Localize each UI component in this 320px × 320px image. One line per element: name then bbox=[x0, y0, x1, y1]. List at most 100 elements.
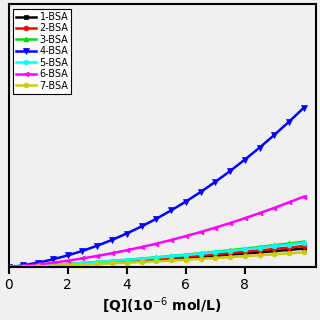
Line: 1-BSA: 1-BSA bbox=[6, 246, 307, 270]
2-BSA bbox=[213, 252, 217, 256]
2-BSA bbox=[199, 253, 203, 257]
7-BSA bbox=[51, 264, 55, 268]
6-BSA bbox=[184, 234, 188, 238]
3-BSA bbox=[228, 248, 232, 252]
Line: 5-BSA: 5-BSA bbox=[6, 240, 307, 270]
3-BSA bbox=[169, 254, 173, 258]
5-BSA bbox=[7, 265, 11, 269]
3-BSA bbox=[7, 265, 11, 269]
2-BSA bbox=[7, 265, 11, 269]
7-BSA bbox=[302, 250, 306, 254]
1-BSA bbox=[273, 249, 276, 253]
4-BSA bbox=[213, 180, 217, 184]
4-BSA bbox=[51, 257, 55, 261]
4-BSA bbox=[140, 225, 143, 228]
1-BSA bbox=[110, 260, 114, 264]
6-BSA bbox=[66, 259, 69, 263]
6-BSA bbox=[287, 200, 291, 204]
1-BSA bbox=[154, 258, 158, 262]
4-BSA bbox=[243, 158, 247, 162]
4-BSA bbox=[302, 106, 306, 109]
6-BSA bbox=[140, 245, 143, 249]
5-BSA bbox=[184, 253, 188, 257]
3-BSA bbox=[154, 255, 158, 259]
7-BSA bbox=[243, 254, 247, 258]
5-BSA bbox=[81, 261, 84, 265]
5-BSA bbox=[110, 259, 114, 263]
2-BSA bbox=[258, 248, 262, 252]
4-BSA bbox=[169, 209, 173, 212]
4-BSA bbox=[258, 146, 262, 149]
2-BSA bbox=[66, 263, 69, 267]
6-BSA bbox=[154, 242, 158, 246]
7-BSA bbox=[66, 263, 69, 267]
Line: 4-BSA: 4-BSA bbox=[6, 105, 307, 270]
1-BSA bbox=[140, 259, 143, 263]
7-BSA bbox=[258, 253, 262, 257]
5-BSA bbox=[125, 258, 129, 262]
2-BSA bbox=[95, 261, 99, 265]
1-BSA bbox=[21, 265, 25, 269]
7-BSA bbox=[21, 265, 25, 269]
3-BSA bbox=[213, 250, 217, 254]
7-BSA bbox=[110, 261, 114, 265]
4-BSA bbox=[21, 263, 25, 267]
1-BSA bbox=[95, 261, 99, 265]
5-BSA bbox=[228, 249, 232, 253]
X-axis label: [Q](10$^{-6}$ mol/L): [Q](10$^{-6}$ mol/L) bbox=[102, 295, 222, 316]
2-BSA bbox=[302, 244, 306, 248]
3-BSA bbox=[81, 261, 84, 265]
1-BSA bbox=[213, 254, 217, 258]
1-BSA bbox=[36, 264, 40, 268]
7-BSA bbox=[287, 252, 291, 255]
3-BSA bbox=[302, 240, 306, 244]
4-BSA bbox=[287, 120, 291, 124]
6-BSA bbox=[169, 238, 173, 242]
1-BSA bbox=[66, 263, 69, 267]
2-BSA bbox=[125, 259, 129, 263]
4-BSA bbox=[95, 244, 99, 248]
7-BSA bbox=[154, 259, 158, 263]
7-BSA bbox=[169, 259, 173, 262]
1-BSA bbox=[125, 260, 129, 264]
Line: 3-BSA: 3-BSA bbox=[6, 239, 307, 270]
2-BSA bbox=[36, 264, 40, 268]
6-BSA bbox=[273, 206, 276, 210]
3-BSA bbox=[125, 258, 129, 262]
1-BSA bbox=[169, 257, 173, 261]
5-BSA bbox=[273, 244, 276, 248]
1-BSA bbox=[199, 255, 203, 259]
4-BSA bbox=[7, 265, 11, 269]
7-BSA bbox=[7, 265, 11, 269]
4-BSA bbox=[125, 232, 129, 236]
4-BSA bbox=[228, 169, 232, 173]
2-BSA bbox=[154, 257, 158, 261]
5-BSA bbox=[243, 247, 247, 251]
2-BSA bbox=[81, 262, 84, 266]
6-BSA bbox=[213, 226, 217, 229]
1-BSA bbox=[243, 252, 247, 255]
6-BSA bbox=[243, 216, 247, 220]
5-BSA bbox=[95, 260, 99, 264]
5-BSA bbox=[36, 264, 40, 268]
5-BSA bbox=[21, 265, 25, 268]
3-BSA bbox=[66, 262, 69, 266]
5-BSA bbox=[51, 263, 55, 267]
1-BSA bbox=[51, 264, 55, 268]
7-BSA bbox=[228, 255, 232, 259]
Line: 6-BSA: 6-BSA bbox=[6, 194, 307, 270]
1-BSA bbox=[228, 253, 232, 257]
6-BSA bbox=[199, 230, 203, 234]
4-BSA bbox=[110, 238, 114, 242]
2-BSA bbox=[243, 250, 247, 254]
3-BSA bbox=[258, 245, 262, 249]
5-BSA bbox=[169, 254, 173, 258]
3-BSA bbox=[243, 247, 247, 251]
3-BSA bbox=[36, 264, 40, 268]
3-BSA bbox=[273, 243, 276, 247]
6-BSA bbox=[228, 221, 232, 225]
5-BSA bbox=[66, 262, 69, 266]
4-BSA bbox=[154, 217, 158, 221]
4-BSA bbox=[184, 200, 188, 204]
6-BSA bbox=[21, 264, 25, 268]
